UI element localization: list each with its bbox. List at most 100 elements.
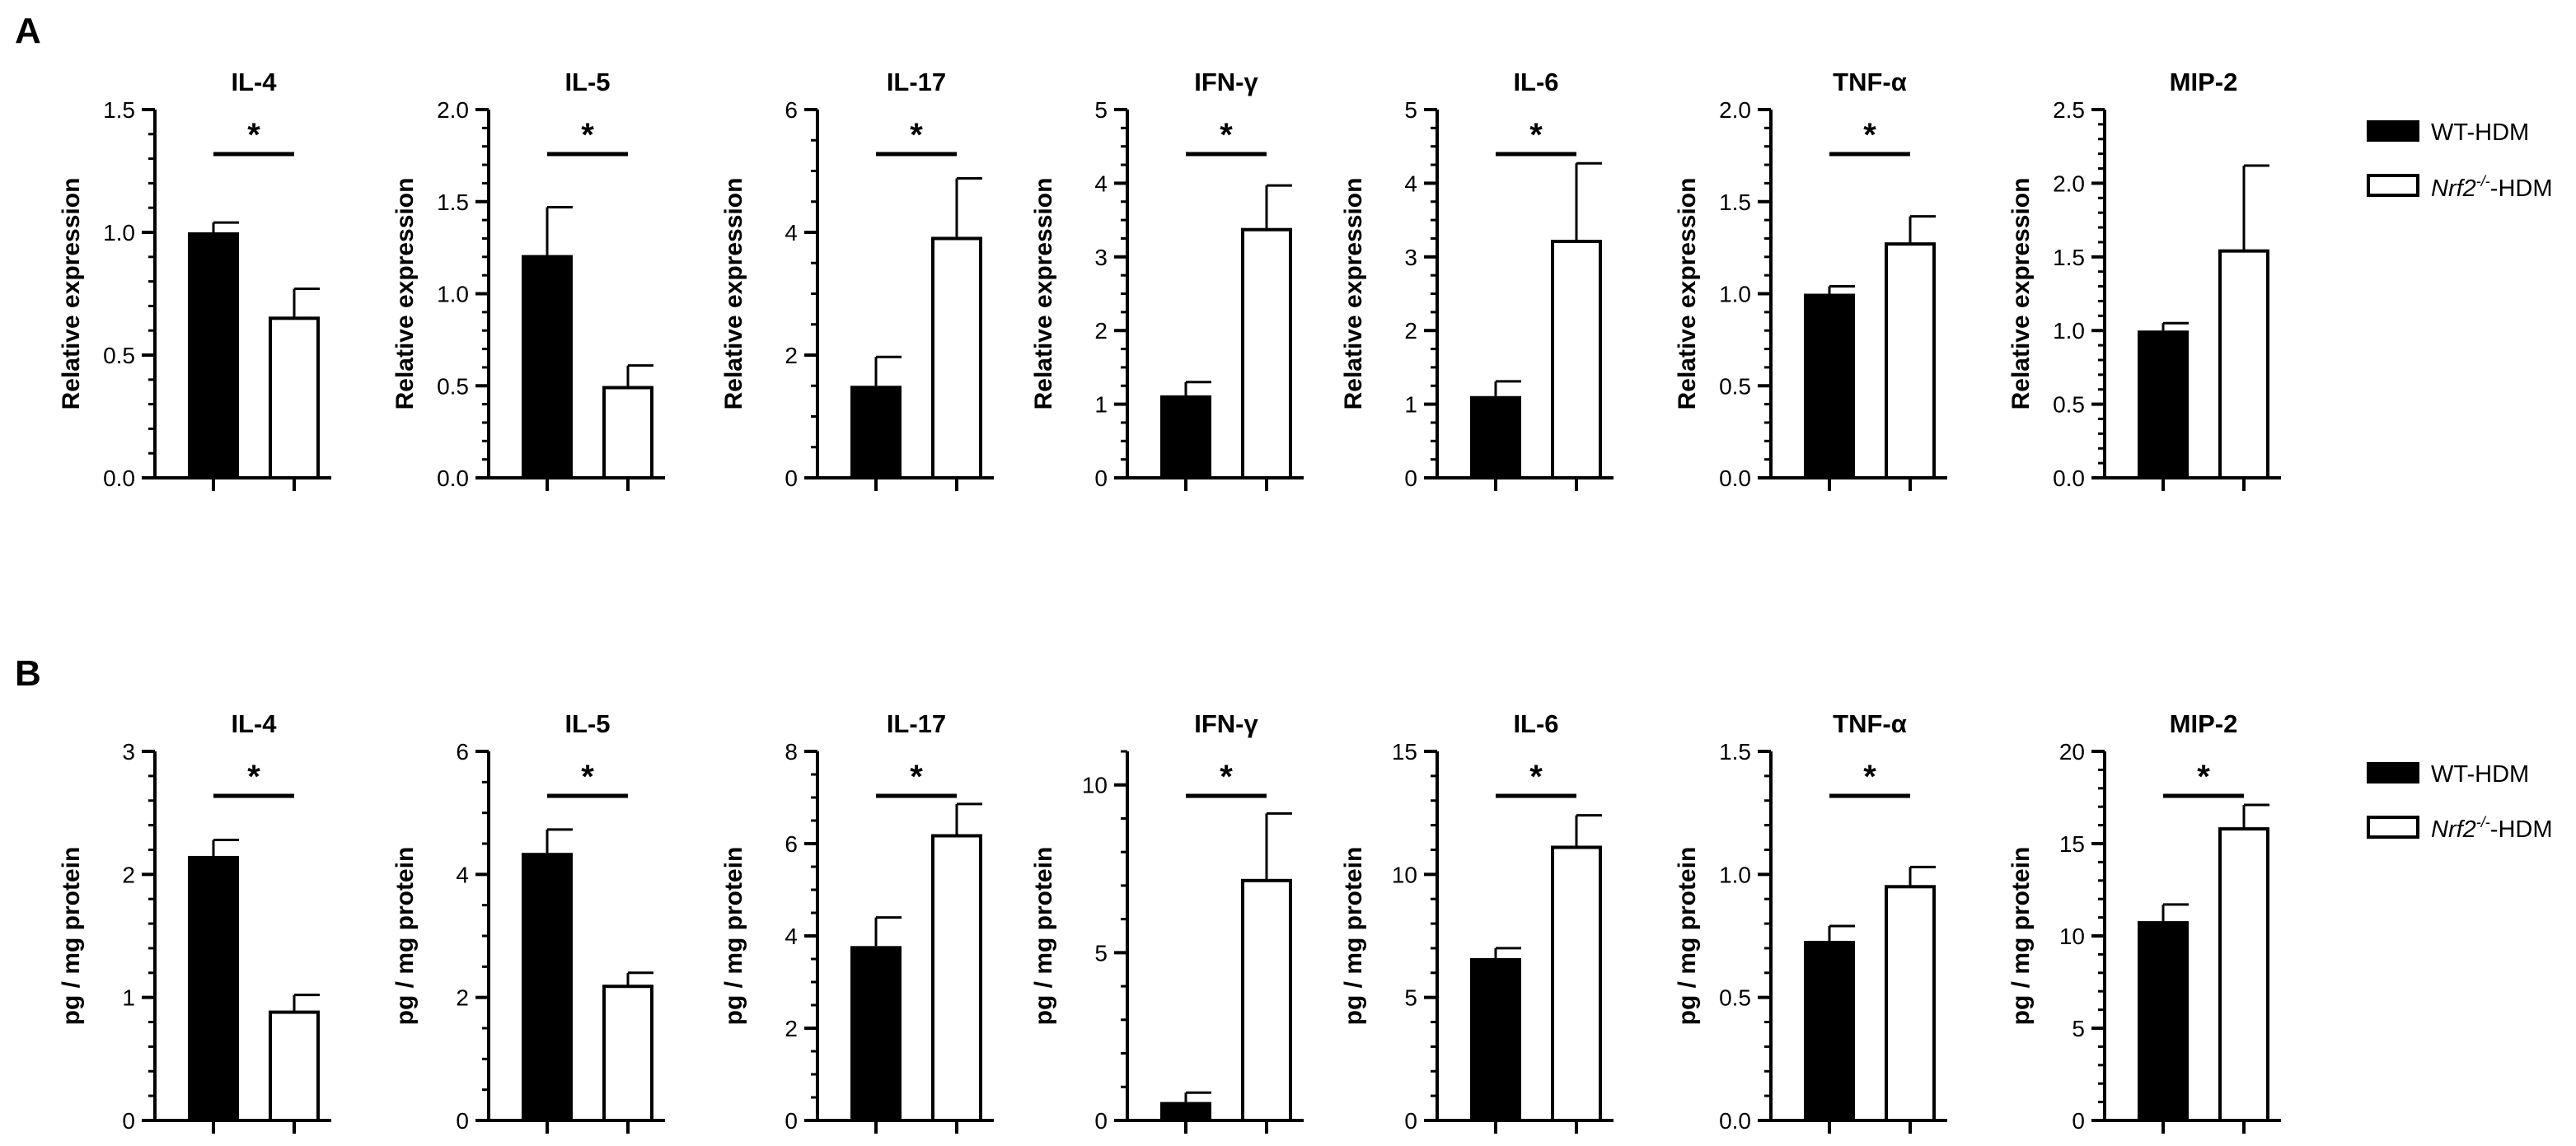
y-axis-label: Relative expression (720, 178, 747, 410)
y-tick-label: 6 (785, 97, 798, 123)
chart-b-il-17: IL-17 pg / mg protein 0 2 4 6 8 * (720, 709, 994, 1134)
y-tick-label: 0 (122, 1108, 135, 1134)
y-tick-label: 2 (785, 343, 798, 368)
bar-wt-hdm (1470, 957, 1521, 1120)
panel-letter-a: A (15, 11, 41, 51)
bar-nrf2-hdm (1885, 885, 1936, 1123)
chart-a-il-4: IL-4 Relative expression 0.0 0.5 1.0 1.5 * (58, 68, 331, 491)
y-tick-label: 4 (785, 220, 798, 246)
chart-title: IFN-γ (1194, 68, 1258, 96)
y-tick-label: 0 (785, 465, 798, 491)
y-tick-label: 10 (1392, 862, 1417, 887)
y-axis-label: pg / mg protein (58, 847, 85, 1026)
chart-a-il-5: IL-5 Relative expression 0.0 0.5 1.0 1.5 2.0 * (391, 68, 665, 491)
y-tick-label: 1.0 (1719, 862, 1751, 887)
y-tick-label: 15 (2059, 831, 2085, 857)
y-tick-label: 6 (456, 739, 469, 765)
y-tick-label: 0.5 (2053, 392, 2085, 418)
y-tick-label: 3 (1094, 245, 1108, 270)
significance-star: * (1529, 117, 1543, 153)
y-tick-label: 0 (1094, 465, 1108, 491)
bar-nrf2-hdm (1241, 878, 1292, 1123)
legend-label-wt: WT-HDM (2431, 761, 2529, 788)
bar-nrf2-hdm (1885, 242, 1936, 479)
chart-title: TNF-α (1833, 68, 1907, 96)
significance-star: * (1220, 759, 1233, 795)
y-tick-label: 0.0 (1719, 1108, 1751, 1134)
y-tick-label: 2 (122, 862, 135, 887)
y-axis-label: pg / mg protein (1030, 847, 1057, 1026)
y-tick-label: 1 (1094, 392, 1108, 418)
y-tick-label: 2 (785, 1016, 798, 1041)
panel-letter-b: B (15, 653, 41, 694)
y-tick-label: 0.0 (1719, 465, 1751, 491)
significance-star: * (581, 759, 594, 795)
y-tick-label: 0 (1404, 465, 1417, 491)
chart-title: IL-6 (1513, 68, 1558, 96)
bar-wt-hdm (2138, 921, 2189, 1120)
legend-panel-b: WT-HDM Nrf2-/--HDM (2367, 761, 2553, 843)
legend-swatch-wt (2367, 120, 2419, 142)
significance-star: * (1863, 759, 1876, 795)
bar-wt-hdm (1160, 395, 1211, 478)
y-tick-label: 2.0 (1719, 97, 1751, 123)
y-axis-label: Relative expression (1674, 178, 1701, 410)
significance-star: * (2197, 759, 2210, 795)
y-tick-label: 2 (1094, 318, 1108, 344)
y-tick-label: 0.0 (437, 465, 469, 491)
chart-b-ifn-γ: IFN-γ pg / mg protein 0 5 10 * (1030, 709, 1304, 1134)
bar-wt-hdm (1804, 293, 1855, 478)
chart-title: IL-5 (564, 709, 610, 738)
y-tick-label: 1.5 (437, 189, 469, 215)
y-tick-label: 5 (1404, 985, 1417, 1011)
chart-title: IL-17 (887, 68, 946, 96)
bar-wt-hdm (2138, 330, 2189, 478)
significance-star: * (1220, 117, 1233, 153)
bar-nrf2-hdm (931, 834, 982, 1122)
y-tick-label: 1.5 (1719, 189, 1751, 215)
bar-wt-hdm (850, 946, 902, 1120)
chart-title: TNF-α (1833, 709, 1907, 738)
significance-star: * (581, 117, 594, 153)
y-tick-label: 1.5 (1719, 739, 1751, 765)
y-tick-label: 1.0 (103, 220, 135, 246)
y-axis-label: pg / mg protein (1674, 847, 1701, 1026)
y-tick-label: 6 (785, 831, 798, 857)
bar-wt-hdm (188, 232, 239, 478)
y-tick-label: 0 (456, 1108, 469, 1134)
chart-title: IFN-γ (1194, 709, 1258, 738)
chart-b-il-4: IL-4 pg / mg protein 0 1 2 3 * (58, 709, 331, 1134)
y-axis-label: pg / mg protein (1340, 847, 1367, 1026)
y-tick-label: 1 (1404, 392, 1417, 418)
y-tick-label: 2 (456, 985, 469, 1011)
bar-wt-hdm (1804, 940, 1855, 1120)
y-tick-label: 0.0 (2053, 465, 2085, 491)
y-tick-label: 0 (2072, 1108, 2085, 1134)
y-tick-label: 1.5 (2053, 245, 2085, 270)
significance-star: * (910, 759, 923, 795)
chart-b-il-6: IL-6 pg / mg protein 0 5 10 15 * (1340, 709, 1614, 1134)
bar-nrf2-hdm (1241, 227, 1292, 479)
y-tick-label: 0.0 (103, 465, 135, 491)
y-tick-label: 1.0 (437, 282, 469, 307)
significance-star: * (247, 117, 260, 153)
y-tick-label: 3 (1404, 245, 1417, 270)
y-tick-label: 10 (1082, 773, 1108, 798)
y-tick-label: 0.5 (1719, 373, 1751, 399)
bar-nrf2-hdm (602, 386, 653, 479)
y-tick-label: 4 (785, 924, 798, 949)
y-axis-label: pg / mg protein (2007, 847, 2035, 1026)
y-tick-label: 1 (122, 985, 135, 1011)
y-tick-label: 3 (122, 739, 135, 765)
chart-title: IL-6 (1513, 709, 1558, 738)
chart-title: IL-17 (887, 709, 946, 738)
chart-title: MIP-2 (2170, 68, 2238, 96)
y-tick-label: 5 (1094, 940, 1108, 966)
y-axis-label: pg / mg protein (720, 847, 747, 1026)
y-tick-label: 15 (1392, 739, 1417, 765)
y-axis-label: Relative expression (391, 178, 419, 410)
bar-wt-hdm (1470, 395, 1521, 478)
legend-label-ko: Nrf2-/--HDM (2431, 173, 2553, 202)
bar-wt-hdm (188, 855, 239, 1120)
y-tick-label: 5 (1404, 97, 1417, 123)
